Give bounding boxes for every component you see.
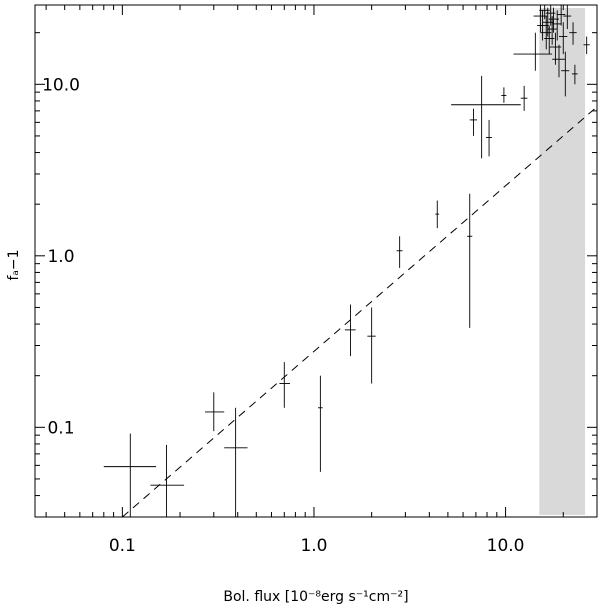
data-point — [318, 375, 323, 472]
plot-frame — [34, 4, 598, 518]
y-tick-label: 0.1 — [47, 418, 74, 438]
fit-line-layer — [122, 106, 598, 518]
data-point — [467, 193, 473, 328]
ticks-layer — [35, 5, 598, 518]
data-point — [547, 16, 558, 45]
data-point — [485, 119, 493, 157]
data-point — [513, 32, 553, 71]
fit-line — [122, 106, 598, 518]
y-axis-label: fₐ−1 — [6, 249, 22, 280]
x-tick-label: 10.0 — [487, 536, 525, 556]
data-point — [571, 64, 578, 85]
x-tick-label: 1.0 — [300, 536, 327, 556]
data-point — [520, 85, 528, 111]
data-point — [556, 5, 566, 26]
data-point — [558, 22, 568, 55]
data-point — [561, 51, 570, 97]
data-point — [552, 44, 566, 78]
y-tick-label: 1.0 — [47, 247, 74, 267]
x-tick-label: 0.1 — [109, 536, 136, 556]
data-point — [537, 10, 549, 41]
data-point — [552, 10, 562, 41]
data-point — [544, 25, 555, 55]
data-point — [451, 75, 521, 159]
data-point — [501, 87, 507, 103]
shaded-region-layer — [539, 8, 586, 515]
data-point — [583, 36, 590, 55]
data-point — [396, 236, 403, 268]
data-points-layer — [103, 5, 590, 517]
data-point — [103, 433, 157, 517]
data-point — [569, 22, 577, 45]
shaded-region — [539, 8, 586, 515]
x-axis-label: Bol. flux [10⁻⁸erg s⁻¹cm⁻²] — [223, 589, 408, 605]
data-point — [344, 304, 356, 357]
data-point — [205, 392, 225, 432]
data-point — [435, 200, 440, 229]
tick-labels-layer: 0.1 1.0 10.0 0.1 1.0 10.0 — [42, 75, 524, 556]
data-point — [224, 407, 248, 517]
data-point — [279, 362, 291, 408]
y-tick-label: 10.0 — [42, 75, 80, 95]
data-point — [469, 108, 478, 136]
data-point — [563, 5, 572, 30]
data-point — [367, 307, 376, 384]
data-point — [150, 444, 185, 517]
